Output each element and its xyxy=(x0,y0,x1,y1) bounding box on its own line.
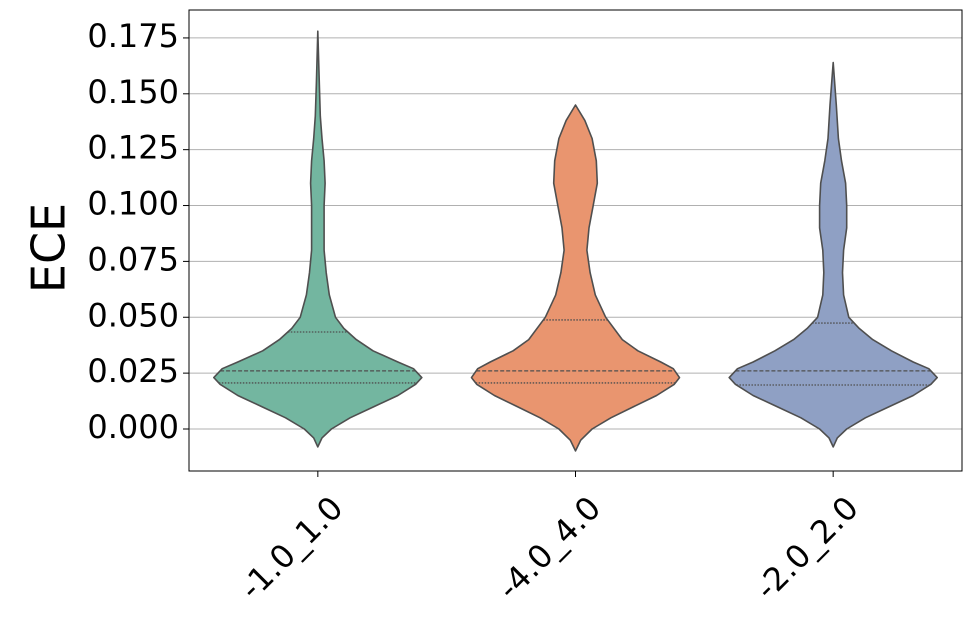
y-tick-label: 0.000 xyxy=(87,408,179,446)
violin xyxy=(728,61,938,448)
x-tick-label: -1.0_1.0 xyxy=(232,489,350,607)
x-tick-label: -2.0_2.0 xyxy=(747,489,865,607)
y-tick-label: 0.050 xyxy=(87,296,179,334)
y-tick-label: 0.025 xyxy=(87,352,179,390)
x-tick-label: -4.0_4.0 xyxy=(490,489,608,607)
y-tick-label: 0.100 xyxy=(87,185,179,223)
plot-frame xyxy=(188,9,963,472)
y-tick-label: 0.150 xyxy=(87,73,179,111)
y-tick-label: 0.175 xyxy=(87,17,179,55)
y-axis-label: ECE xyxy=(22,203,76,293)
y-tick-label: 0.125 xyxy=(87,129,179,167)
y-tick-label: 0.075 xyxy=(87,240,179,278)
violin xyxy=(213,30,423,448)
violin xyxy=(470,104,681,452)
